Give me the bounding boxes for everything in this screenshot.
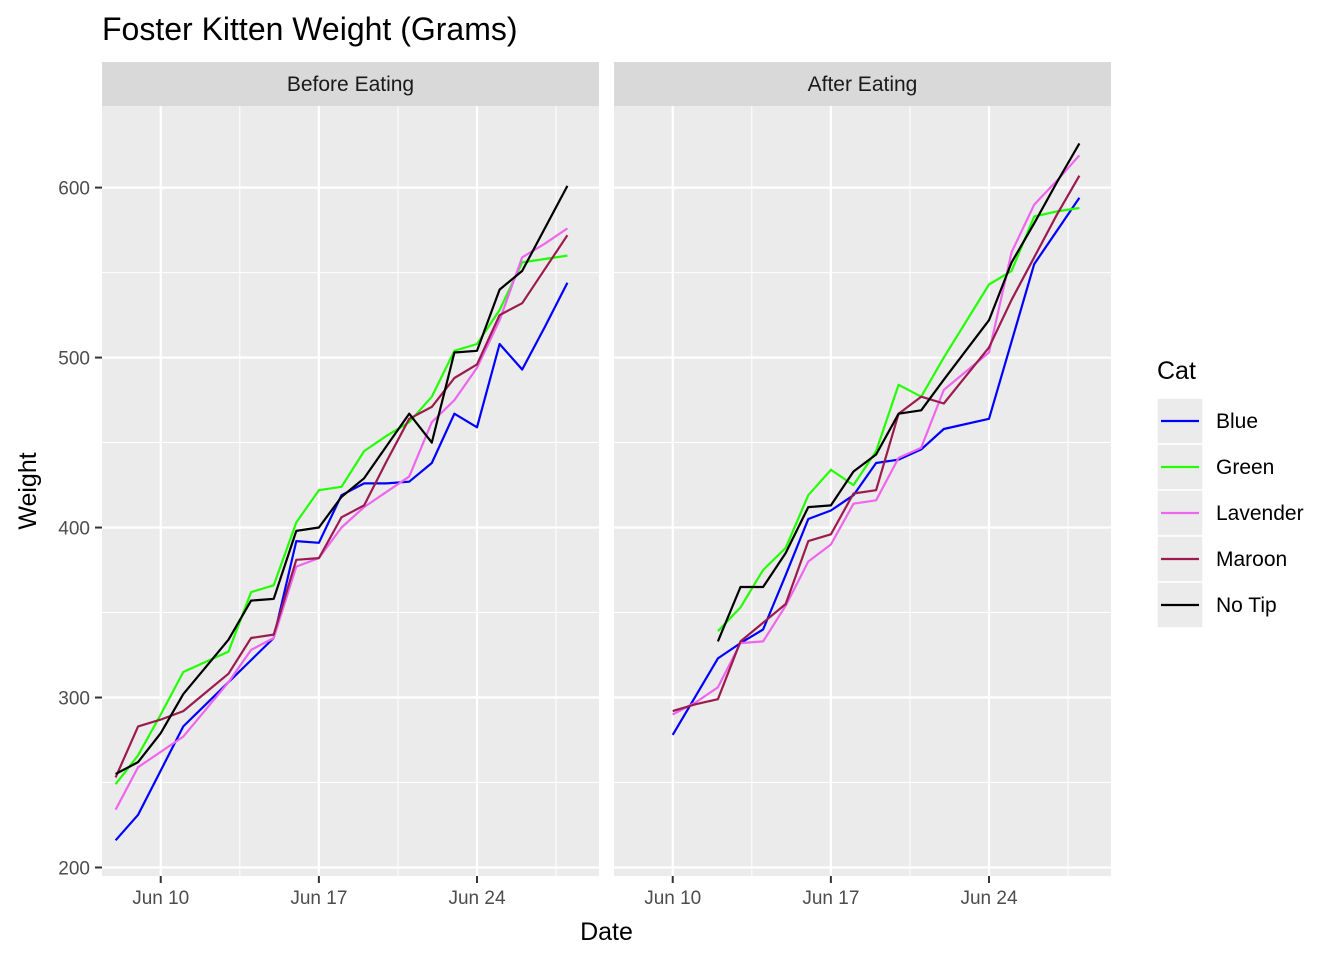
y-tick-label: 300 <box>58 689 90 710</box>
legend: Cat Blue Green Lavender Maroon No Tip <box>1157 357 1304 628</box>
x-tick-label: Jun 17 <box>802 888 859 909</box>
legend-item-blue: Blue <box>1157 398 1258 444</box>
x-tick-label: Jun 17 <box>290 888 347 909</box>
legend-item-maroon: Maroon <box>1157 536 1287 582</box>
legend-title: Cat <box>1157 357 1196 385</box>
legend-label: Green <box>1216 456 1274 479</box>
y-tick-label: 600 <box>58 179 90 200</box>
y-tick-label: 200 <box>58 859 90 880</box>
legend-item-lavender: Lavender <box>1157 490 1304 536</box>
legend-label: No Tip <box>1216 594 1277 617</box>
legend-label: Maroon <box>1216 548 1287 571</box>
chart-title: Foster Kitten Weight (Grams) <box>102 11 518 47</box>
x-tick-label: Jun 24 <box>448 888 505 909</box>
facet-strip-label: Before Eating <box>287 73 414 96</box>
y-axis-title: Weight <box>14 452 42 529</box>
legend-label: Lavender <box>1216 502 1304 525</box>
x-axis-title: Date <box>580 918 633 946</box>
panels: Before Eating Jun 10 Jun 17 Jun 24 200 300 400… <box>58 62 1111 909</box>
y-tick-label: 400 <box>58 519 90 540</box>
legend-item-no-tip: No Tip <box>1157 582 1277 628</box>
legend-label: Blue <box>1216 410 1258 433</box>
x-tick-label: Jun 24 <box>960 888 1017 909</box>
panel-0: Before Eating Jun 10 Jun 17 Jun 24 200 300 400… <box>58 62 599 909</box>
facet-strip-label: After Eating <box>808 73 918 96</box>
x-tick-label: Jun 10 <box>644 888 701 909</box>
y-tick-label: 500 <box>58 349 90 370</box>
legend-item-green: Green <box>1157 444 1274 490</box>
panel-1: After Eating Jun 10 Jun 17 Jun 24 <box>614 62 1111 909</box>
x-tick-label: Jun 10 <box>132 888 189 909</box>
